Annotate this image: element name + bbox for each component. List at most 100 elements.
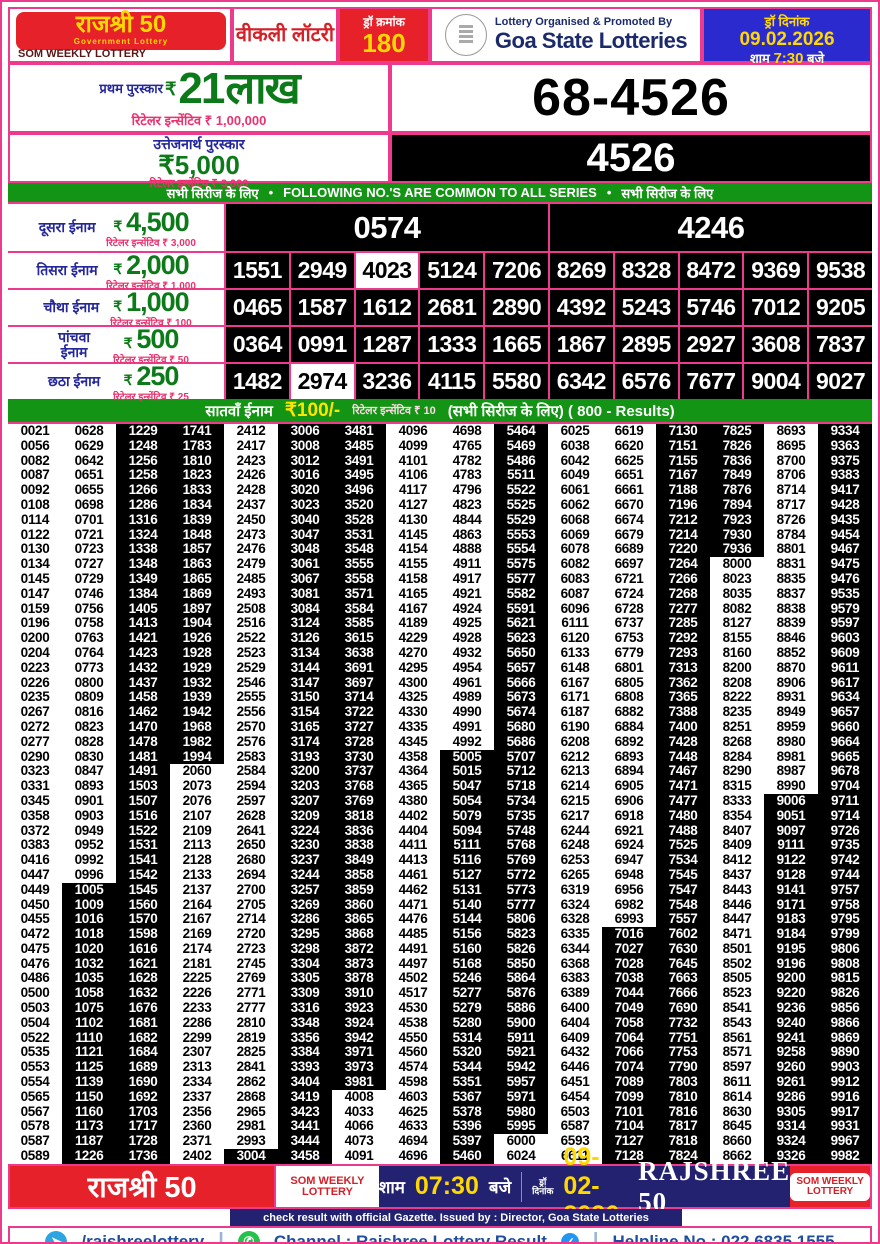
result-number: 9711 bbox=[818, 793, 872, 809]
result-number: 7836 bbox=[710, 453, 764, 469]
result-number: 0358 bbox=[20, 807, 50, 823]
result-number: 9326 bbox=[764, 1148, 818, 1164]
result-number: 2523 bbox=[236, 644, 266, 660]
result-number: 2522 bbox=[236, 630, 266, 646]
result-number: 9258 bbox=[764, 1045, 818, 1061]
result-number: 0553 bbox=[20, 1059, 50, 1075]
first-prize-unit: लाख bbox=[225, 64, 300, 113]
prize-number: 6342 bbox=[547, 364, 613, 399]
result-number: 1823 bbox=[170, 468, 224, 484]
result-number: 1690 bbox=[116, 1074, 170, 1090]
result-number: 5511 bbox=[494, 468, 548, 484]
result-number: 1102 bbox=[62, 1015, 116, 1031]
prize-number: 6576 bbox=[612, 364, 678, 399]
result-number: 1229 bbox=[116, 423, 170, 439]
result-number: 7547 bbox=[656, 882, 710, 898]
result-number: 9866 bbox=[818, 1015, 872, 1031]
result-number: 1503 bbox=[116, 778, 170, 794]
result-number: 5674 bbox=[494, 704, 548, 720]
result-number: 1939 bbox=[170, 690, 224, 706]
result-number: 5116 bbox=[440, 852, 494, 868]
result-number: 2700 bbox=[236, 881, 266, 897]
result-number: 0823 bbox=[74, 718, 104, 734]
verified-badge-icon: ✓ bbox=[560, 1232, 579, 1242]
telegram-handle[interactable]: /rajshreelottery bbox=[81, 1231, 205, 1244]
result-number: 5591 bbox=[494, 601, 548, 617]
result-number: 0416 bbox=[20, 852, 50, 868]
result-number: 6619 bbox=[614, 423, 644, 438]
result-number: 8726 bbox=[776, 511, 806, 527]
result-number: 8714 bbox=[776, 482, 806, 498]
result-number: 3048 bbox=[278, 542, 332, 558]
result-number: 8838 bbox=[776, 600, 806, 616]
result-number: 3269 bbox=[278, 897, 332, 913]
result-number: 6724 bbox=[614, 585, 644, 601]
result-number: 1121 bbox=[62, 1045, 116, 1061]
result-number: 2412 bbox=[236, 423, 266, 438]
result-number: 5246 bbox=[440, 971, 494, 987]
result-number: 5131 bbox=[440, 882, 494, 898]
result-number: 8784 bbox=[776, 526, 806, 542]
result-number: 5469 bbox=[494, 438, 548, 454]
result-number: 1150 bbox=[62, 1089, 116, 1105]
result-number: 3520 bbox=[332, 497, 386, 513]
result-number: 0486 bbox=[20, 970, 50, 986]
result-number: 4698 bbox=[452, 423, 482, 438]
result-number: 3481 bbox=[332, 423, 386, 439]
result-number: 5734 bbox=[494, 793, 548, 809]
result-number: 5160 bbox=[440, 941, 494, 957]
result-number: 5397 bbox=[440, 1133, 494, 1150]
result-number: 9475 bbox=[818, 556, 872, 572]
result-number: 7477 bbox=[656, 793, 710, 809]
gazette-row: check result with official Gazette. Issu… bbox=[8, 1209, 872, 1226]
results-column-16: 9334 9363 9375 9383 9417 9428 9435 9454 9467 9475… bbox=[818, 423, 872, 1164]
result-number: 7428 bbox=[656, 734, 710, 750]
result-number: 9286 bbox=[764, 1089, 818, 1105]
result-number: 2073 bbox=[182, 778, 212, 794]
result-number: 1897 bbox=[170, 601, 224, 617]
first-prize-amount: 21 bbox=[178, 64, 225, 113]
result-number: 0235 bbox=[20, 689, 50, 705]
result-number: 6503 bbox=[560, 1103, 590, 1119]
result-number: 7196 bbox=[656, 497, 710, 513]
result-number: 7471 bbox=[656, 778, 710, 794]
common-series-bar: सभी सिरीज के लिए • FOLLOWING NO.'S ARE C… bbox=[8, 183, 872, 202]
prize-name: पांचवा ईनाम bbox=[58, 328, 90, 360]
result-number: 7058 bbox=[602, 1015, 656, 1031]
result-number: 1628 bbox=[116, 971, 170, 987]
result-number: 1869 bbox=[170, 586, 224, 602]
result-number: 8155 bbox=[722, 630, 752, 646]
whatsapp-channel[interactable]: Channel : Rajshree Lottery Result bbox=[273, 1231, 547, 1244]
footer-navy-strip: शाम 07:30 बजे ड्रॉ दिनांक 09-02-2026 RAJ… bbox=[378, 1143, 791, 1229]
result-number: 0277 bbox=[20, 733, 50, 749]
result-number: 0809 bbox=[74, 689, 104, 705]
result-number: 8284 bbox=[722, 748, 752, 764]
result-number: 9735 bbox=[818, 838, 872, 854]
result-number: 6049 bbox=[560, 467, 590, 483]
result-number: 0449 bbox=[20, 881, 50, 897]
result-number: 1717 bbox=[116, 1119, 170, 1135]
result-number: 3441 bbox=[278, 1119, 332, 1135]
prize-number: 2949 bbox=[288, 253, 354, 288]
prize-name: दूसरा ईनाम bbox=[38, 219, 96, 235]
result-number: 4538 bbox=[398, 1014, 428, 1030]
result-number: 7690 bbox=[656, 1000, 710, 1016]
prize-numbers: 0364 0991 1287 1333 1665 1867 2895 2927 3608 7837 bbox=[224, 327, 872, 362]
result-number: 6389 bbox=[560, 985, 590, 1001]
result-number: 0721 bbox=[74, 526, 104, 542]
result-number: 3714 bbox=[332, 690, 386, 706]
result-number: 6324 bbox=[560, 896, 590, 912]
result-number: 5047 bbox=[440, 778, 494, 794]
prize-row-2: दूसरा ईनाम ₹ 4,500 रिटेलर इन्सेंटिव ₹ 3,00… bbox=[8, 202, 872, 251]
result-number: 9603 bbox=[818, 630, 872, 646]
result-number: 6111 bbox=[561, 615, 589, 631]
result-number: 7790 bbox=[656, 1059, 710, 1076]
result-number: 1692 bbox=[116, 1089, 170, 1105]
prize-number: 9004 bbox=[742, 364, 807, 399]
result-number: 1863 bbox=[170, 556, 224, 572]
result-number: 8597 bbox=[722, 1059, 752, 1075]
draw-number-value: 180 bbox=[362, 28, 406, 58]
results-column-4: 1741 1783 1810 1823 1833 1834 1839 1848 1857 1863… bbox=[170, 423, 224, 1164]
result-number: 1110 bbox=[62, 1030, 116, 1046]
result-number: 0773 bbox=[74, 659, 104, 675]
